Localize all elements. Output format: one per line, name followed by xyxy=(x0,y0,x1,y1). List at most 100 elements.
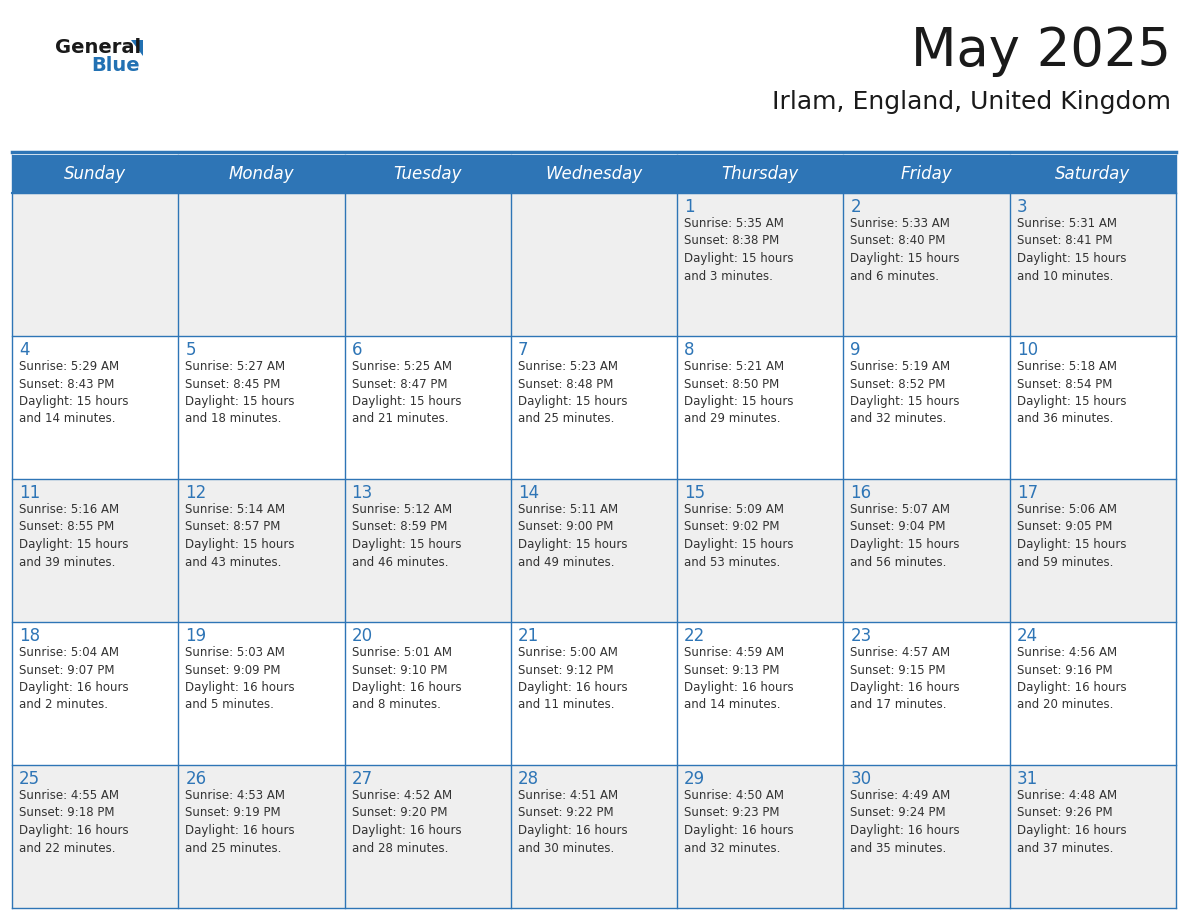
Text: Sunrise: 5:19 AM
Sunset: 8:52 PM
Daylight: 15 hours
and 32 minutes.: Sunrise: 5:19 AM Sunset: 8:52 PM Dayligh… xyxy=(851,360,960,426)
Text: 27: 27 xyxy=(352,770,373,788)
Text: Sunrise: 5:03 AM
Sunset: 9:09 PM
Daylight: 16 hours
and 5 minutes.: Sunrise: 5:03 AM Sunset: 9:09 PM Dayligh… xyxy=(185,646,295,711)
Bar xyxy=(12,336,178,479)
Text: Sunrise: 4:56 AM
Sunset: 9:16 PM
Daylight: 16 hours
and 20 minutes.: Sunrise: 4:56 AM Sunset: 9:16 PM Dayligh… xyxy=(1017,646,1126,711)
Bar xyxy=(345,193,511,336)
Text: 25: 25 xyxy=(19,770,40,788)
Text: Sunrise: 4:49 AM
Sunset: 9:24 PM
Daylight: 16 hours
and 35 minutes.: Sunrise: 4:49 AM Sunset: 9:24 PM Dayligh… xyxy=(851,789,960,855)
Bar xyxy=(511,155,677,193)
Bar xyxy=(12,622,178,765)
Bar xyxy=(12,193,178,336)
Text: Sunrise: 5:21 AM
Sunset: 8:50 PM
Daylight: 15 hours
and 29 minutes.: Sunrise: 5:21 AM Sunset: 8:50 PM Dayligh… xyxy=(684,360,794,426)
Text: 6: 6 xyxy=(352,341,362,359)
Text: 14: 14 xyxy=(518,484,539,502)
Text: 29: 29 xyxy=(684,770,706,788)
Text: 22: 22 xyxy=(684,627,706,645)
Bar xyxy=(1010,622,1176,765)
Text: Sunrise: 5:01 AM
Sunset: 9:10 PM
Daylight: 16 hours
and 8 minutes.: Sunrise: 5:01 AM Sunset: 9:10 PM Dayligh… xyxy=(352,646,461,711)
Text: 18: 18 xyxy=(19,627,40,645)
Bar xyxy=(12,765,178,908)
Text: Sunrise: 5:16 AM
Sunset: 8:55 PM
Daylight: 15 hours
and 39 minutes.: Sunrise: 5:16 AM Sunset: 8:55 PM Dayligh… xyxy=(19,503,128,568)
Bar xyxy=(843,193,1010,336)
Bar xyxy=(345,155,511,193)
Text: 16: 16 xyxy=(851,484,872,502)
Text: Sunrise: 5:14 AM
Sunset: 8:57 PM
Daylight: 15 hours
and 43 minutes.: Sunrise: 5:14 AM Sunset: 8:57 PM Dayligh… xyxy=(185,503,295,568)
Text: 19: 19 xyxy=(185,627,207,645)
Text: Sunrise: 5:11 AM
Sunset: 9:00 PM
Daylight: 15 hours
and 49 minutes.: Sunrise: 5:11 AM Sunset: 9:00 PM Dayligh… xyxy=(518,503,627,568)
Text: Sunrise: 5:09 AM
Sunset: 9:02 PM
Daylight: 15 hours
and 53 minutes.: Sunrise: 5:09 AM Sunset: 9:02 PM Dayligh… xyxy=(684,503,794,568)
Bar xyxy=(1010,193,1176,336)
Text: Sunrise: 5:04 AM
Sunset: 9:07 PM
Daylight: 16 hours
and 2 minutes.: Sunrise: 5:04 AM Sunset: 9:07 PM Dayligh… xyxy=(19,646,128,711)
Text: Sunrise: 5:23 AM
Sunset: 8:48 PM
Daylight: 15 hours
and 25 minutes.: Sunrise: 5:23 AM Sunset: 8:48 PM Dayligh… xyxy=(518,360,627,426)
Text: Saturday: Saturday xyxy=(1055,165,1131,183)
Bar xyxy=(677,622,843,765)
Text: 5: 5 xyxy=(185,341,196,359)
Bar xyxy=(511,336,677,479)
Text: Sunrise: 5:18 AM
Sunset: 8:54 PM
Daylight: 15 hours
and 36 minutes.: Sunrise: 5:18 AM Sunset: 8:54 PM Dayligh… xyxy=(1017,360,1126,426)
Text: 11: 11 xyxy=(19,484,40,502)
Text: Sunrise: 4:53 AM
Sunset: 9:19 PM
Daylight: 16 hours
and 25 minutes.: Sunrise: 4:53 AM Sunset: 9:19 PM Dayligh… xyxy=(185,789,295,855)
Text: 31: 31 xyxy=(1017,770,1038,788)
Text: 7: 7 xyxy=(518,341,529,359)
Text: Sunrise: 5:27 AM
Sunset: 8:45 PM
Daylight: 15 hours
and 18 minutes.: Sunrise: 5:27 AM Sunset: 8:45 PM Dayligh… xyxy=(185,360,295,426)
Bar xyxy=(843,622,1010,765)
Text: Sunrise: 4:50 AM
Sunset: 9:23 PM
Daylight: 16 hours
and 32 minutes.: Sunrise: 4:50 AM Sunset: 9:23 PM Dayligh… xyxy=(684,789,794,855)
Text: Sunrise: 4:55 AM
Sunset: 9:18 PM
Daylight: 16 hours
and 22 minutes.: Sunrise: 4:55 AM Sunset: 9:18 PM Dayligh… xyxy=(19,789,128,855)
Text: Sunrise: 4:59 AM
Sunset: 9:13 PM
Daylight: 16 hours
and 14 minutes.: Sunrise: 4:59 AM Sunset: 9:13 PM Dayligh… xyxy=(684,646,794,711)
Bar xyxy=(178,336,345,479)
Bar xyxy=(677,155,843,193)
Bar xyxy=(511,479,677,622)
Text: Thursday: Thursday xyxy=(721,165,798,183)
Bar xyxy=(843,155,1010,193)
Bar xyxy=(345,479,511,622)
Bar xyxy=(345,622,511,765)
Text: Sunrise: 5:25 AM
Sunset: 8:47 PM
Daylight: 15 hours
and 21 minutes.: Sunrise: 5:25 AM Sunset: 8:47 PM Dayligh… xyxy=(352,360,461,426)
Bar xyxy=(345,765,511,908)
Text: 8: 8 xyxy=(684,341,695,359)
Text: Blue: Blue xyxy=(91,56,140,75)
Bar xyxy=(178,479,345,622)
Text: Sunrise: 5:06 AM
Sunset: 9:05 PM
Daylight: 15 hours
and 59 minutes.: Sunrise: 5:06 AM Sunset: 9:05 PM Dayligh… xyxy=(1017,503,1126,568)
Text: May 2025: May 2025 xyxy=(911,25,1171,77)
Text: Sunrise: 5:00 AM
Sunset: 9:12 PM
Daylight: 16 hours
and 11 minutes.: Sunrise: 5:00 AM Sunset: 9:12 PM Dayligh… xyxy=(518,646,627,711)
Bar xyxy=(511,193,677,336)
Text: Sunrise: 5:31 AM
Sunset: 8:41 PM
Daylight: 15 hours
and 10 minutes.: Sunrise: 5:31 AM Sunset: 8:41 PM Dayligh… xyxy=(1017,217,1126,283)
Text: 3: 3 xyxy=(1017,198,1028,216)
Bar xyxy=(12,479,178,622)
Bar xyxy=(12,155,178,193)
Text: 26: 26 xyxy=(185,770,207,788)
Polygon shape xyxy=(131,40,143,56)
Text: 13: 13 xyxy=(352,484,373,502)
Text: 28: 28 xyxy=(518,770,539,788)
Text: 24: 24 xyxy=(1017,627,1038,645)
Text: Wednesday: Wednesday xyxy=(545,165,643,183)
Text: 1: 1 xyxy=(684,198,695,216)
Text: 2: 2 xyxy=(851,198,861,216)
Text: 4: 4 xyxy=(19,341,30,359)
Text: 30: 30 xyxy=(851,770,872,788)
Bar xyxy=(511,765,677,908)
Text: 15: 15 xyxy=(684,484,706,502)
Text: Sunrise: 5:33 AM
Sunset: 8:40 PM
Daylight: 15 hours
and 6 minutes.: Sunrise: 5:33 AM Sunset: 8:40 PM Dayligh… xyxy=(851,217,960,283)
Bar xyxy=(345,336,511,479)
Bar xyxy=(677,765,843,908)
Text: Sunrise: 4:48 AM
Sunset: 9:26 PM
Daylight: 16 hours
and 37 minutes.: Sunrise: 4:48 AM Sunset: 9:26 PM Dayligh… xyxy=(1017,789,1126,855)
Bar xyxy=(1010,479,1176,622)
Bar xyxy=(1010,765,1176,908)
Text: 23: 23 xyxy=(851,627,872,645)
Text: Sunrise: 4:57 AM
Sunset: 9:15 PM
Daylight: 16 hours
and 17 minutes.: Sunrise: 4:57 AM Sunset: 9:15 PM Dayligh… xyxy=(851,646,960,711)
Bar xyxy=(677,479,843,622)
Bar xyxy=(1010,155,1176,193)
Text: Tuesday: Tuesday xyxy=(393,165,462,183)
Bar xyxy=(677,336,843,479)
Text: 9: 9 xyxy=(851,341,861,359)
Bar xyxy=(677,193,843,336)
Text: Friday: Friday xyxy=(901,165,953,183)
Bar xyxy=(843,765,1010,908)
Bar xyxy=(178,765,345,908)
Bar xyxy=(178,155,345,193)
Text: 20: 20 xyxy=(352,627,373,645)
Text: Monday: Monday xyxy=(228,165,295,183)
Text: Irlam, England, United Kingdom: Irlam, England, United Kingdom xyxy=(772,90,1171,114)
Text: 21: 21 xyxy=(518,627,539,645)
Bar xyxy=(1010,336,1176,479)
